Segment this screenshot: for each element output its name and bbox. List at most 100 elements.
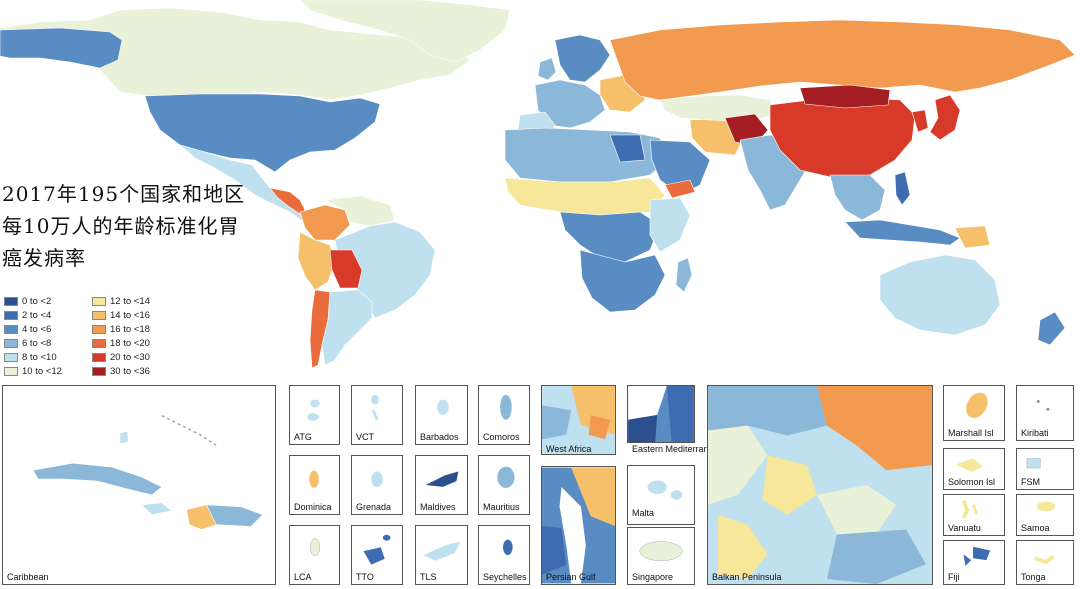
region-peru [297,231,336,291]
legend-swatch [92,338,106,348]
region-philippines [894,171,911,206]
legend-label: 12 to <14 [110,296,150,307]
inset-tonga: Tonga [1016,540,1074,585]
inset-label: Samoa [1021,523,1050,533]
legend-swatch [4,366,18,376]
legend-item: 18 to <20 [92,338,150,349]
title-line-2: 每10万人的年龄标准化胃 [2,214,240,238]
inset-vct: VCT [351,385,403,445]
inset-samoa: Samoa [1016,494,1074,536]
inset-label: FSM [1021,477,1040,487]
inset-map-caribbean [32,415,264,530]
legend-item: 6 to <8 [4,338,51,349]
inset-persian-gulf: Persian Gulf [541,466,616,585]
inset-eastern-med [627,385,695,443]
legend-item: 14 to <16 [92,310,150,321]
region-sahel [504,177,666,216]
inset-caribbean: Caribbean [2,385,276,585]
inset-label: Maldives [420,502,456,512]
map-title: 2017年195个国家和地区 每10万人的年龄标准化胃 癌发病率 [2,178,272,274]
inset-tto: TTO [351,525,403,585]
legend-swatch [92,366,106,376]
legend-item: 30 to <36 [92,366,150,377]
inset-label: West Africa [546,444,592,454]
inset-label: Seychelles [483,572,527,582]
inset-label: Barbados [420,432,459,442]
inset-label: Kiribati [1021,428,1049,438]
legend-label: 30 to <36 [110,366,150,377]
region-egypt [609,134,646,163]
legend-swatch [4,338,18,348]
legend-item: 8 to <10 [4,352,57,363]
inset-label: Tonga [1021,572,1046,582]
legend-swatch [4,352,18,362]
region-madagascar [675,257,693,293]
inset-seychelles: Seychelles [478,525,530,585]
inset-fsm: FSM [1016,448,1074,490]
inset-maldives: Maldives [415,455,468,515]
legend-item: 2 to <4 [4,310,51,321]
inset-label: Balkan Peninsula [712,572,782,582]
region-japan [929,94,961,141]
inset-label: ATG [294,432,312,442]
region-greenland [299,0,511,63]
inset-label: TLS [420,572,437,582]
region-colombia [299,204,351,241]
region-scandinavia [554,34,611,83]
inset-west-africa: West Africa [541,385,616,455]
inset-marshall-isl: Marshall Isl [943,385,1005,441]
inset-label: LCA [294,572,312,582]
region-new-zealand [1037,311,1066,346]
legend-item: 20 to <30 [92,352,150,363]
inset-label: VCT [356,432,374,442]
inset-vanuatu: Vanuatu [943,494,1005,536]
legend-label: 16 to <18 [110,324,150,335]
inset-label: Fiji [948,572,960,582]
legend-swatch [92,296,106,306]
inset-label: Vanuatu [948,523,981,533]
title-line-3: 癌发病率 [2,246,86,270]
region-southern-africa [579,249,666,313]
legend-label: 10 to <12 [22,366,62,377]
legend-label: 20 to <30 [110,352,150,363]
legend-swatch [4,324,18,334]
inset-label: TTO [356,572,374,582]
region-se-asia [829,174,886,221]
region-usa [144,93,381,173]
legend-label: 0 to <2 [22,296,52,307]
legend-swatch [4,310,18,320]
inset-grenada: Grenada [351,455,403,515]
legend-swatch [92,324,106,334]
inset-label: Singapore [632,572,674,582]
legend-item: 16 to <18 [92,324,150,335]
region-central-africa [559,211,661,263]
region-alaska [0,27,123,69]
region-east-africa [649,197,691,253]
legend-item: 0 to <2 [4,296,51,307]
legend-swatch [92,310,106,320]
inset-singapore: Singapore [627,527,695,585]
inset-label: Caribbean [7,572,49,582]
region-australia [879,254,1001,336]
legend-label: 14 to <16 [110,310,150,321]
legend-swatch [92,352,106,362]
region-korea [911,109,929,133]
title-line-1: 2017年195个国家和地区 [2,182,246,206]
region-bolivia [329,249,363,289]
inset-solomon-isl: Solomon Isl [943,448,1005,490]
region-uk [537,57,557,81]
legend-label: 6 to <8 [22,338,52,349]
inset-balkan-peninsula: Balkan Peninsula [707,385,933,585]
legend-label: 8 to <10 [22,352,57,363]
inset-tls: TLS [415,525,468,585]
region-venezuela-guianas [324,195,396,227]
inset-label: Comoros [483,432,520,442]
inset-label: Solomon Isl [948,477,996,487]
inset-dominica: Dominica [289,455,340,515]
legend-label: 18 to <20 [110,338,150,349]
region-png [954,225,991,249]
inset-label: Persian Gulf [546,572,596,582]
region-yemen [664,179,696,199]
inset-malta: Malta [627,465,695,525]
